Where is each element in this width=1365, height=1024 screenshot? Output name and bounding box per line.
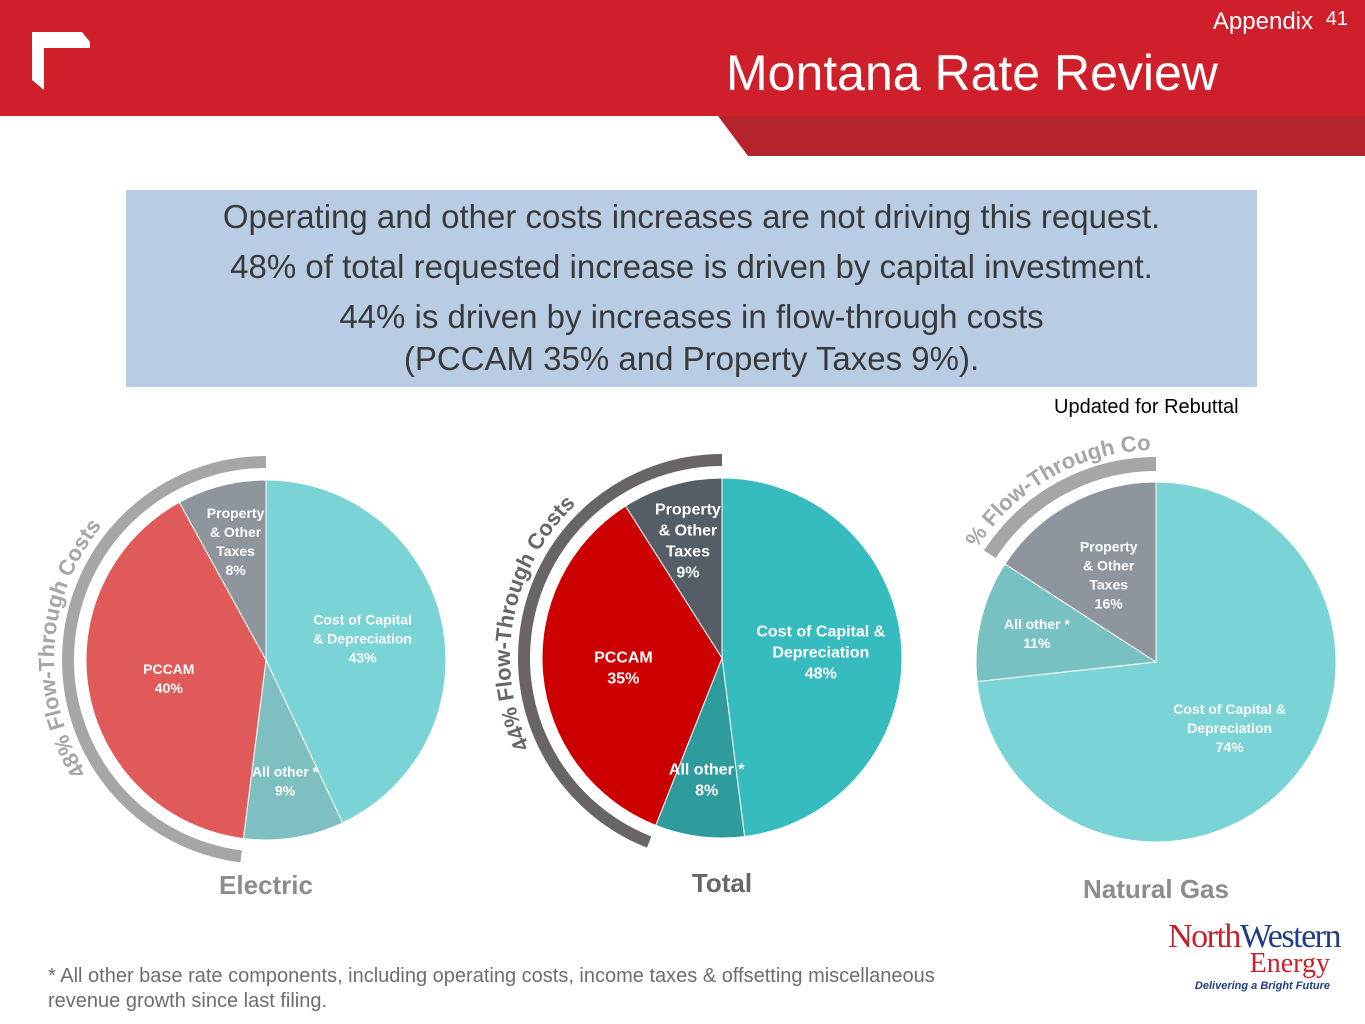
slice-label: 16% — [1095, 595, 1124, 611]
pie-slice — [242, 658, 344, 841]
slice-label: Depreciation — [1187, 720, 1272, 736]
slice-label: Taxes — [216, 543, 255, 559]
slice-label: Cost of Capital & — [756, 623, 885, 640]
pie-slice — [1004, 481, 1157, 663]
flow-through-arc — [518, 454, 723, 848]
pie-slice — [265, 479, 447, 824]
slice-label: 11% — [1023, 635, 1051, 651]
pie-slice — [624, 477, 723, 660]
slice-label: Taxes — [1089, 576, 1128, 592]
corner-logo-icon — [32, 32, 90, 90]
page-title: Montana Rate Review — [726, 45, 1218, 101]
slice-label: 43% — [349, 649, 378, 665]
slice-label: Property — [207, 505, 265, 521]
page-number: 41 — [1325, 8, 1348, 30]
slice-label: All other * — [669, 762, 745, 779]
slice-label: All other * — [252, 763, 319, 779]
header-stripe — [0, 116, 1365, 156]
pie-slice — [541, 505, 723, 827]
slice-label: PCCAM — [594, 649, 653, 666]
slice-label: Cost of Capital — [313, 611, 412, 627]
footnote: * All other base rate components, includ… — [48, 965, 935, 1012]
appendix-label: Appendix — [1212, 8, 1313, 35]
slice-label: 9% — [676, 565, 699, 582]
slice-label: Taxes — [666, 544, 710, 561]
callout-line: 48% of total requested increase is drive… — [230, 248, 1153, 285]
company-logo: NorthWestern Energy Delivering a Bright … — [1135, 918, 1341, 998]
slice-label: & Other — [1083, 557, 1135, 573]
logo-energy: Energy — [1249, 948, 1330, 979]
rebuttal-note: Updated for Rebuttal — [1054, 396, 1239, 418]
slice-label: All other * — [1004, 616, 1071, 632]
slice-label: 48% — [805, 665, 837, 682]
slice-label: 9% — [275, 782, 296, 798]
slice-label: 40% — [155, 680, 184, 696]
pie-slice — [655, 657, 746, 839]
flow-through-arc — [984, 457, 1157, 559]
pie-slice — [85, 501, 267, 840]
callout-line: 44% is driven by increases in flow-throu… — [339, 298, 1044, 335]
slice-label: 8% — [225, 562, 246, 578]
slice-label: PCCAM — [143, 661, 194, 677]
chart-title: Total — [692, 868, 752, 898]
header-bar: Appendix 41 Montana Rate Review — [0, 0, 1365, 116]
logo-wordmark: NorthWestern — [1168, 918, 1341, 955]
slice-label: 8% — [695, 783, 718, 800]
slice-label: Depreciation — [772, 644, 869, 661]
slice-label: Property — [1080, 538, 1138, 554]
flow-through-arc — [62, 456, 267, 863]
pie-slice — [721, 477, 903, 838]
slice-label: Property — [655, 502, 721, 519]
key-message-box: Operating and other costs increases are … — [126, 190, 1257, 387]
callout-line: Operating and other costs increases are … — [222, 198, 1161, 235]
pie-slice — [178, 479, 267, 661]
logo-tagline: Delivering a Bright Future — [1194, 980, 1330, 992]
callout-line: (PCCAM 35% and Property Taxes 9%). — [403, 340, 980, 377]
slice-label: 74% — [1216, 739, 1245, 755]
slice-label: Cost of Capital & — [1173, 701, 1286, 717]
slice-label: & Other — [210, 524, 262, 540]
slice-label: & Depreciation — [313, 630, 412, 646]
chart-title: Natural Gas — [1083, 874, 1229, 904]
slice-label: 35% — [607, 670, 639, 687]
pie-slice — [975, 563, 1158, 683]
chart-title: Electric — [219, 870, 313, 900]
slice-label: & Other — [659, 523, 718, 540]
